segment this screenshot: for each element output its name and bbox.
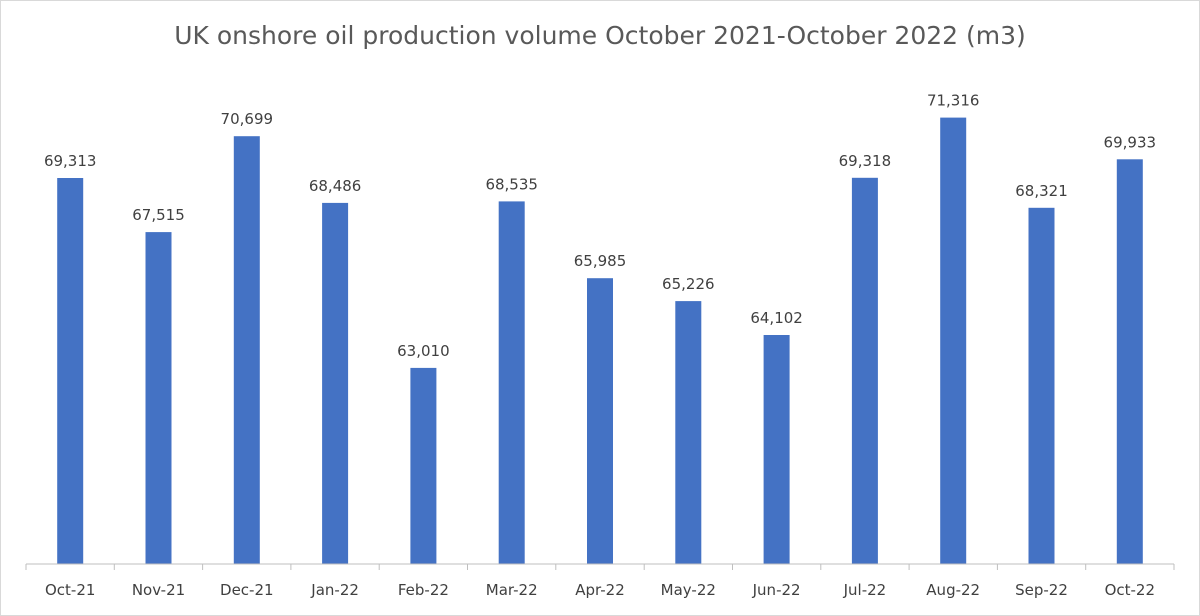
x-axis-ticks: Oct-21 Nov-21 Dec-21 Jan-22 Feb-22 Mar-22 Apr-… (25, 564, 1175, 599)
bar (498, 201, 525, 564)
data-label: 68,486 (309, 177, 362, 195)
x-tick-label: May-22 (661, 581, 716, 599)
data-label: 68,321 (1015, 182, 1068, 200)
x-tick-label: Jan-22 (310, 581, 359, 599)
bar (145, 232, 172, 564)
bar (233, 136, 260, 564)
data-label: 65,226 (662, 275, 715, 293)
bar (410, 367, 437, 564)
data-label: 71,316 (927, 92, 980, 110)
x-tick-label: Dec-21 (220, 581, 274, 599)
bar (763, 335, 790, 564)
x-tick-label: Mar-22 (486, 581, 538, 599)
chart-title: UK onshore oil production volume October… (174, 21, 1026, 50)
data-label: 63,010 (397, 342, 450, 360)
x-tick-label: Sep-22 (1015, 581, 1068, 599)
data-label: 64,102 (750, 309, 803, 327)
bar (1028, 207, 1055, 565)
data-label: 70,699 (221, 110, 274, 128)
data-label: 69,318 (839, 152, 892, 170)
x-tick-label: Apr-22 (575, 581, 625, 599)
data-label: 65,985 (574, 252, 627, 270)
bar (851, 177, 878, 565)
bars-layer (57, 117, 1143, 565)
bar (322, 202, 349, 564)
data-label: 67,515 (132, 206, 185, 224)
x-tick-label: Aug-22 (926, 581, 980, 599)
bar (57, 178, 84, 564)
x-tick-label: Oct-21 (45, 581, 95, 599)
bar (1116, 159, 1143, 565)
data-label: 68,535 (485, 175, 538, 193)
data-labels-layer: 69,313 67,515 70,699 68,486 63,010 68,535 65,9… (44, 92, 1156, 360)
x-tick-label: Feb-22 (398, 581, 449, 599)
x-tick-label: Oct-22 (1105, 581, 1155, 599)
bar (675, 301, 702, 564)
x-tick-label: Nov-21 (132, 581, 185, 599)
x-tick-label: Jul-22 (843, 581, 887, 599)
bar (587, 278, 613, 564)
x-tick-label: Jun-22 (752, 581, 801, 599)
data-label: 69,313 (44, 152, 97, 170)
bar (940, 117, 967, 564)
data-label: 69,933 (1104, 133, 1157, 151)
